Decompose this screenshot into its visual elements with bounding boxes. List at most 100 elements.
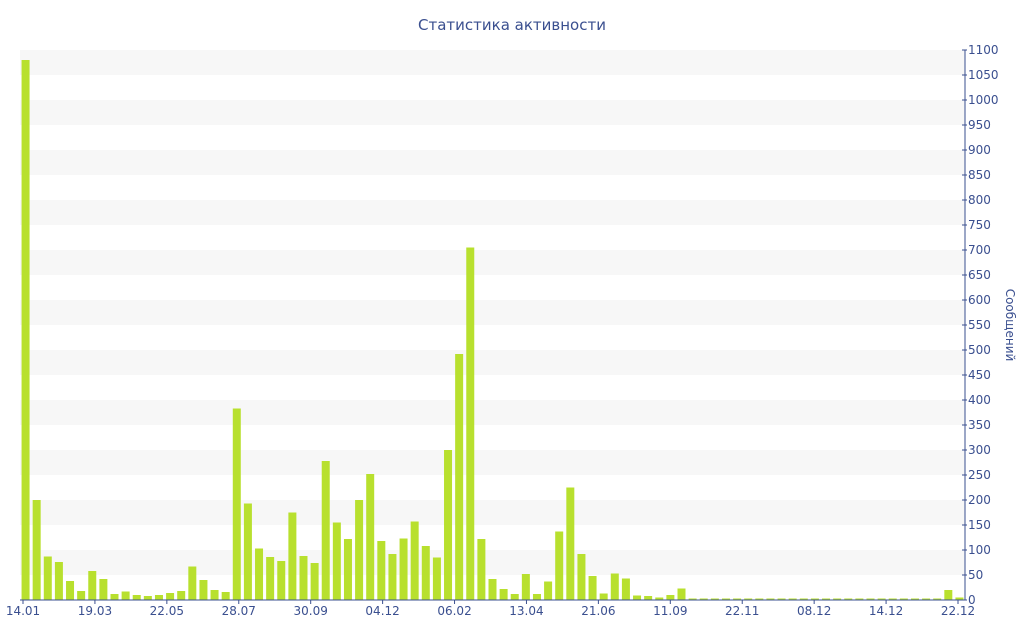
y-tick-label: 800: [968, 193, 991, 207]
bar: [32, 500, 41, 600]
bar: [888, 598, 897, 600]
bar: [822, 598, 831, 600]
y-tick-label: 600: [968, 293, 991, 307]
bar: [66, 581, 75, 600]
bar: [266, 557, 275, 600]
bar: [199, 580, 208, 600]
bar: [566, 487, 575, 600]
bar: [877, 598, 886, 600]
bar: [744, 598, 753, 600]
y-tick-label: 1050: [968, 68, 999, 82]
bar: [710, 598, 719, 600]
bar: [699, 598, 708, 600]
bar: [188, 566, 197, 600]
bar: [121, 591, 130, 600]
bar: [88, 571, 97, 600]
bar: [866, 598, 875, 600]
bar: [610, 573, 619, 600]
bar: [143, 596, 152, 600]
bar: [488, 579, 497, 600]
bar: [532, 594, 541, 600]
bar: [421, 546, 430, 600]
y-tick-label: 500: [968, 343, 991, 357]
y-tick-label: 750: [968, 218, 991, 232]
bar: [288, 512, 297, 600]
bar: [221, 592, 230, 600]
bar: [177, 591, 186, 600]
bar: [799, 598, 808, 600]
bar: [166, 593, 175, 600]
y-tick-label: 850: [968, 168, 991, 182]
bar: [355, 500, 364, 600]
bar: [499, 589, 508, 600]
bar: [644, 596, 653, 600]
bar: [455, 354, 464, 600]
x-tick-label: 22.05: [150, 604, 184, 618]
bar: [299, 556, 308, 600]
grid-band: [20, 350, 965, 375]
bar: [788, 598, 797, 600]
x-tick-label: 22.12: [941, 604, 975, 618]
bar: [655, 597, 664, 600]
y-tick-label: 100: [968, 543, 991, 557]
bar: [243, 503, 252, 600]
x-tick-label: 11.09: [653, 604, 687, 618]
grid-bands: [20, 50, 965, 575]
bar: [466, 247, 475, 600]
bar: [210, 590, 219, 600]
y-tick-label: 400: [968, 393, 991, 407]
bar: [521, 574, 530, 600]
bar: [332, 522, 341, 600]
bar: [599, 593, 608, 600]
bar: [21, 60, 30, 600]
grid-band: [20, 250, 965, 275]
grid-band: [20, 550, 965, 575]
y-tick-label: 50: [968, 568, 983, 582]
bar: [255, 548, 264, 600]
grid-band: [20, 300, 965, 325]
x-tick-label: 21.06: [581, 604, 615, 618]
y-tick-label: 1100: [968, 43, 999, 57]
y-tick-label: 700: [968, 243, 991, 257]
grid-band: [20, 400, 965, 425]
x-tick-label: 30.09: [294, 604, 328, 618]
bar: [810, 598, 819, 600]
grid-band: [20, 450, 965, 475]
bar: [955, 597, 964, 600]
bar: [310, 563, 319, 600]
grid-band: [20, 200, 965, 225]
bar: [410, 521, 419, 600]
bar: [677, 588, 686, 600]
bar: [633, 595, 642, 600]
bar: [855, 598, 864, 600]
bar: [99, 579, 108, 600]
x-tick-label: 04.12: [365, 604, 399, 618]
bar: [899, 598, 908, 600]
bar: [688, 598, 697, 600]
bar: [77, 591, 86, 600]
grid-band: [20, 150, 965, 175]
x-tick-label: 28.07: [222, 604, 256, 618]
bar: [766, 598, 775, 600]
grid-band: [20, 100, 965, 125]
y-tick-label: 300: [968, 443, 991, 457]
y-tick-label: 200: [968, 493, 991, 507]
grid-band: [20, 500, 965, 525]
bar: [43, 556, 52, 600]
x-tick-label: 22.11: [725, 604, 759, 618]
x-tick-label: 14.01: [6, 604, 40, 618]
bar: [343, 539, 352, 600]
bar: [933, 598, 942, 600]
bar-series: [21, 60, 964, 600]
x-tick-label: 06.02: [437, 604, 471, 618]
bar: [544, 581, 553, 600]
bar: [721, 598, 730, 600]
bar: [588, 576, 597, 600]
bar: [555, 531, 564, 600]
grid-band: [20, 50, 965, 75]
bar: [844, 598, 853, 600]
bar: [377, 541, 386, 600]
y-axis-label: Сообщений: [1003, 289, 1017, 362]
bar: [110, 594, 119, 600]
bar: [232, 408, 241, 600]
